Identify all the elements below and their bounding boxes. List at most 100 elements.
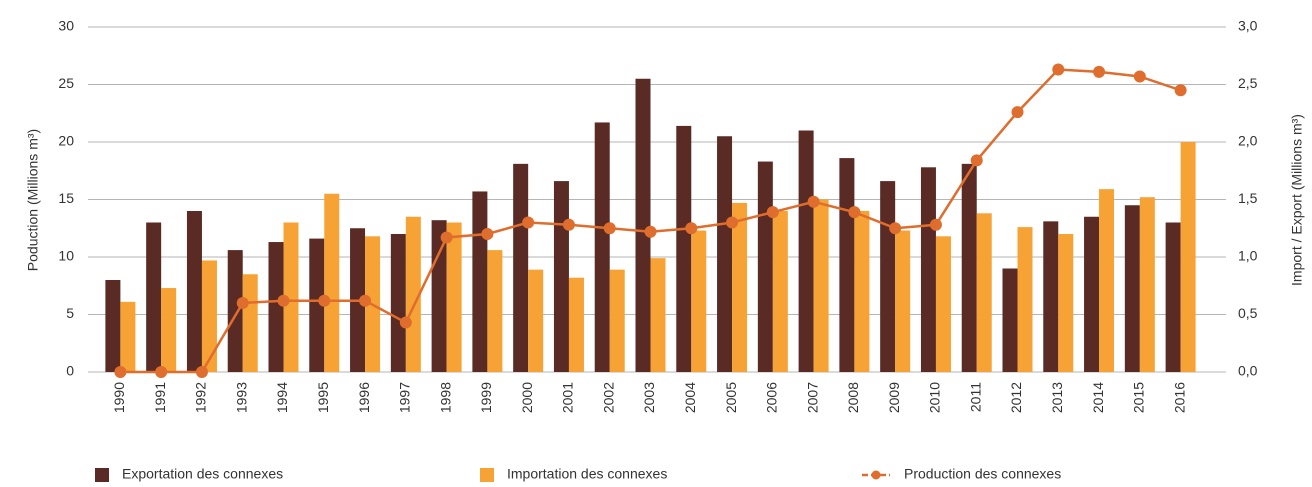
bar [105, 280, 121, 372]
bar [446, 222, 462, 372]
bar [895, 230, 911, 372]
bar [161, 288, 177, 372]
y2-tick-label: 2,0 [1238, 133, 1258, 149]
bar [935, 236, 951, 372]
bar [880, 181, 896, 372]
line-marker [603, 222, 616, 235]
bar [1043, 221, 1059, 372]
x-tick-label: 2009 [886, 382, 902, 413]
x-tick-label: 2012 [1008, 382, 1024, 413]
bar [1180, 142, 1196, 372]
line-marker [1174, 84, 1187, 97]
line-marker [807, 195, 820, 208]
x-tick-label: 2011 [967, 382, 983, 412]
legend-label: Production des connexes [904, 466, 1061, 482]
x-tick-label: 2003 [641, 382, 657, 413]
legend-label: Importation des connexes [507, 466, 667, 482]
bar [854, 211, 870, 372]
bar [1084, 216, 1100, 372]
bar [201, 260, 217, 372]
line-marker [1093, 65, 1106, 78]
legend-swatch [95, 468, 109, 482]
x-tick-label: 2013 [1049, 382, 1065, 413]
x-tick-label: 2014 [1090, 382, 1106, 413]
bar [772, 211, 788, 372]
legend-swatch [871, 470, 881, 480]
line-marker [848, 206, 861, 219]
bar [324, 193, 340, 372]
x-tick-label: 2008 [845, 382, 861, 413]
bar [242, 274, 258, 372]
bar [976, 213, 992, 372]
x-tick-label: 2004 [682, 382, 698, 413]
bar [635, 78, 651, 372]
bar [920, 167, 936, 372]
x-tick-label: 1995 [315, 382, 331, 413]
line-marker [889, 222, 902, 235]
line-marker [929, 218, 942, 231]
x-tick-label: 1991 [152, 382, 168, 413]
x-tick-label: 2005 [723, 382, 739, 413]
x-tick-label: 1990 [111, 382, 127, 413]
line-marker [236, 297, 249, 309]
bar [813, 199, 829, 372]
line-marker [1052, 63, 1065, 76]
line-marker [766, 206, 779, 219]
y2-tick-label: 1,0 [1238, 248, 1258, 264]
bar [594, 122, 610, 372]
bar [390, 234, 406, 372]
y-tick-label: 20 [58, 133, 74, 149]
line-marker [318, 294, 331, 307]
y2-tick-label: 0,5 [1238, 305, 1258, 321]
x-tick-label: 1993 [233, 382, 249, 413]
line-marker [562, 218, 575, 231]
bar [528, 269, 544, 372]
x-tick-label: 2010 [927, 382, 943, 413]
x-tick-label: 1992 [193, 382, 209, 413]
bar [717, 136, 733, 372]
bar [609, 269, 625, 372]
x-tick-label: 2006 [764, 382, 780, 413]
bar [691, 230, 707, 372]
y-tick-label: 10 [58, 248, 74, 264]
legend-swatch [480, 468, 494, 482]
bar [120, 301, 136, 372]
line-marker [522, 216, 535, 229]
y-axis-title: Poduction (Millions m³) [25, 129, 41, 271]
x-tick-label: 2016 [1171, 382, 1187, 413]
bar [513, 163, 529, 372]
line-marker [440, 231, 453, 244]
bar [553, 181, 569, 372]
bar [146, 222, 162, 372]
bar [1165, 222, 1181, 372]
y-tick-label: 15 [58, 190, 74, 206]
line-marker [359, 294, 372, 307]
y2-tick-label: 2,5 [1238, 75, 1258, 91]
bar [1002, 268, 1018, 372]
line-marker [970, 154, 983, 167]
x-tick-label: 1999 [478, 382, 494, 413]
y2-tick-label: 0,0 [1238, 363, 1258, 379]
bar [676, 125, 692, 373]
bar [732, 202, 748, 372]
y-tick-label: 0 [66, 363, 74, 379]
y2-tick-label: 3,0 [1238, 18, 1258, 34]
bar [1017, 227, 1033, 372]
bar [472, 191, 488, 372]
bar [227, 250, 243, 372]
x-tick-label: 1998 [437, 382, 453, 413]
bar [268, 242, 284, 372]
x-tick-label: 2000 [519, 382, 535, 413]
bar [186, 211, 202, 372]
bar [1099, 189, 1115, 372]
y2-tick-label: 1,5 [1238, 190, 1258, 206]
x-tick-label: 1996 [356, 382, 372, 413]
bar [568, 277, 584, 372]
line-marker [644, 225, 657, 238]
legend-label: Exportation des connexes [122, 466, 283, 482]
line-marker [277, 294, 290, 307]
line-marker [685, 222, 698, 235]
bar [961, 163, 977, 372]
line-marker [1133, 70, 1146, 83]
